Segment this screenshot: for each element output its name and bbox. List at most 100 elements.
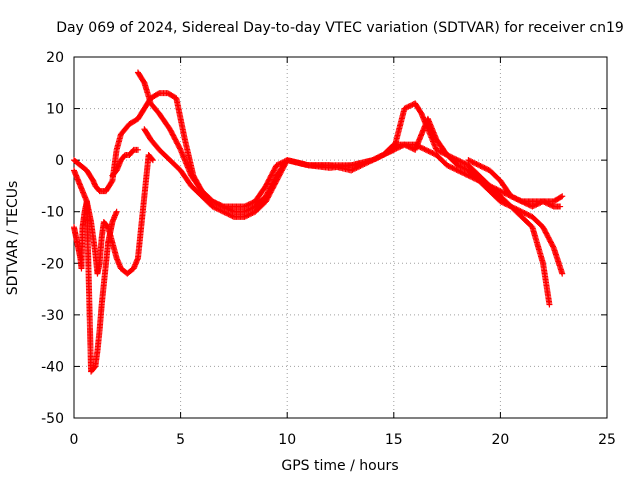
data-point [521,199,528,206]
data-point [248,205,255,212]
series-track-e [71,198,120,375]
y-axis-label: SDTVAR / TECUs [5,181,21,296]
data-point [520,209,527,216]
data-point [450,155,457,162]
data-point [225,206,232,213]
data-point [461,160,468,167]
data-point [226,211,233,218]
data-point [352,165,359,172]
data-point [462,171,469,178]
data-point [446,163,453,170]
data-point [430,150,437,157]
data-point [557,203,564,210]
data-point [408,144,415,151]
data-point [522,200,529,207]
data-point [242,213,249,220]
data-point [424,147,431,154]
data-point [376,153,383,160]
data-point [388,148,395,155]
data-point [244,207,251,214]
data-point [464,171,471,178]
data-points [71,69,566,375]
data-point [241,213,248,220]
data-point [249,199,256,206]
data-point [221,209,228,216]
data-point [420,145,427,152]
data-point [242,208,249,215]
data-point [214,206,221,213]
data-point [473,161,480,168]
data-point [559,270,566,277]
data-point [421,146,428,153]
data-point [225,211,232,218]
data-point [460,170,467,177]
data-point [354,164,361,171]
data-point [456,168,463,175]
data-point [524,200,531,207]
data-point [518,198,525,205]
data-point [218,208,225,215]
data-point [176,145,183,152]
data-point [460,164,467,171]
data-point [461,170,468,177]
data-point [382,150,389,157]
data-point [480,164,487,171]
data-point [404,104,411,111]
data-point [450,165,457,172]
data-point [249,204,256,211]
data-point [457,158,464,165]
data-point [214,200,221,207]
data-point [405,143,412,150]
x-tick-label: 10 [278,432,296,448]
data-point [453,166,460,173]
data-point [497,198,504,205]
data-point [222,210,229,217]
series-track-d [71,151,156,277]
data-point [402,104,409,111]
data-point [217,202,224,209]
data-point [381,151,388,158]
data-point [373,155,380,162]
data-point [224,205,231,212]
data-point [520,199,527,206]
data-point [534,200,541,207]
data-point [453,156,460,163]
data-point [428,149,435,156]
data-point [245,211,252,218]
data-point [497,188,504,195]
x-tick-label: 15 [385,432,403,448]
x-tick-label: 5 [176,432,185,448]
data-point [437,148,444,155]
data-point [242,202,249,209]
data-point [426,148,433,155]
axis-ticks [73,56,608,419]
data-point [108,178,115,185]
data-point [460,159,467,166]
data-point [372,155,379,162]
data-point [456,157,463,164]
data-point [401,141,408,148]
data-point [401,105,408,112]
data-point [374,154,381,161]
data-point [442,151,449,158]
data-point [440,150,447,157]
data-point [441,150,448,157]
y-tick-label: 0 [55,153,64,169]
data-point [402,142,409,149]
data-point [361,161,368,168]
data-point [209,198,216,205]
data-point [221,204,228,211]
series-track-g [109,146,141,179]
data-point [212,199,219,206]
data-point [246,206,253,213]
data-point [500,189,507,196]
y-tick-label: -40 [41,359,64,375]
data-point [353,164,360,171]
data-point [484,166,491,173]
data-point [149,156,156,163]
data-point [386,148,393,155]
data-point [518,208,525,215]
data-point [448,164,455,171]
data-point [245,201,252,208]
data-point [550,243,557,250]
